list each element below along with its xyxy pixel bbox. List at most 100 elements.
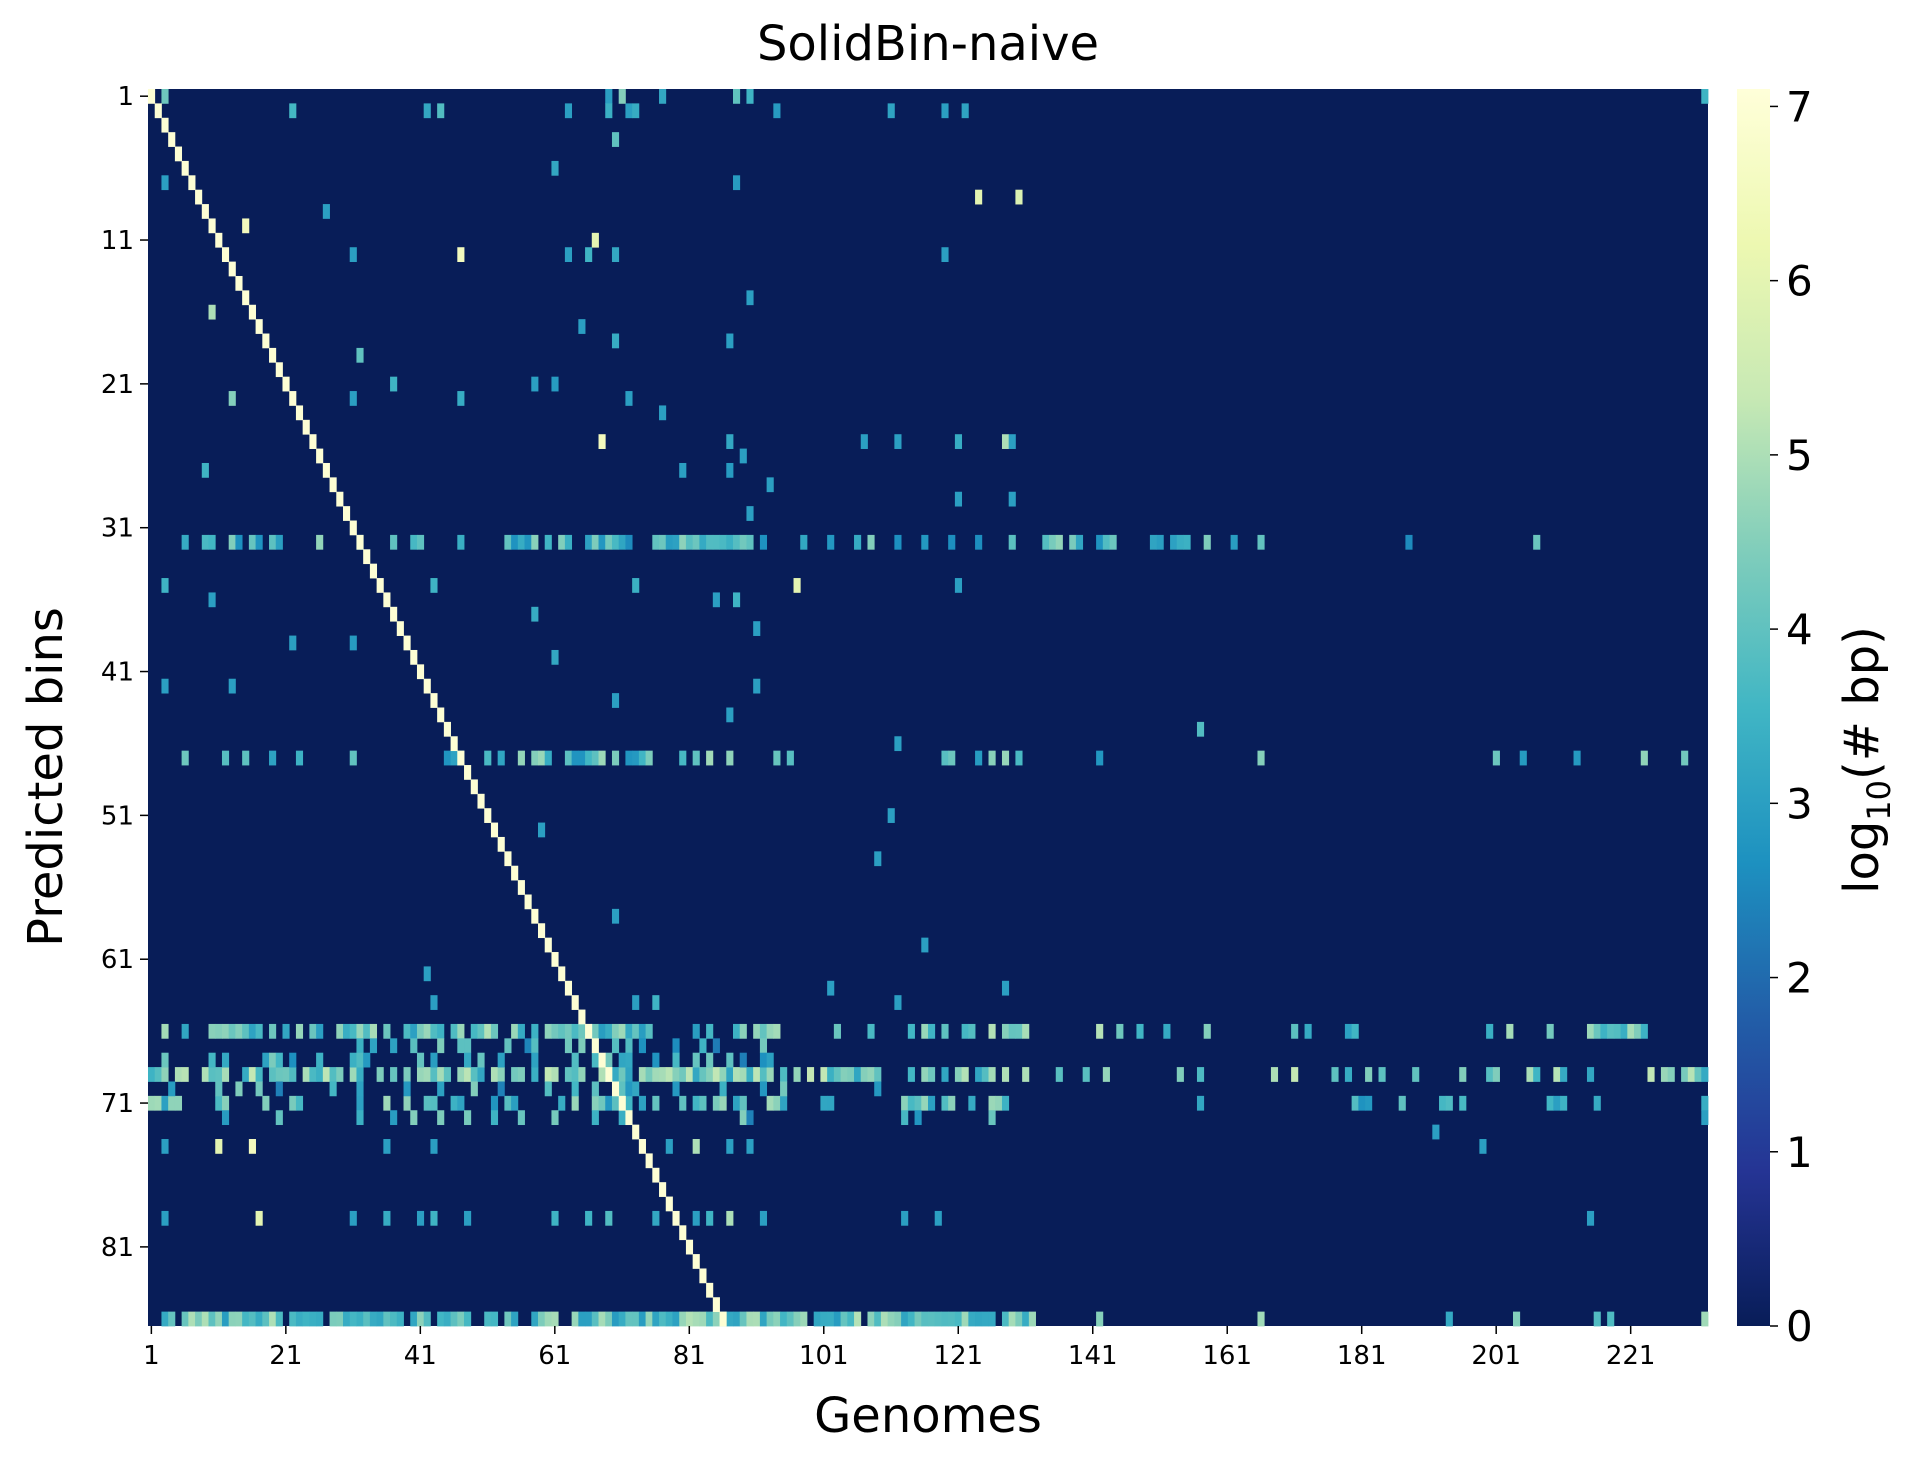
heatmap-cell xyxy=(665,534,673,550)
heatmap-cell xyxy=(860,434,868,449)
heatmap-cell xyxy=(349,1311,357,1327)
heatmap-cell xyxy=(591,1052,599,1068)
heatmap-cell xyxy=(161,1311,169,1327)
heatmap-cell xyxy=(403,1081,411,1097)
heatmap-cell xyxy=(477,793,485,809)
heatmap-cell xyxy=(1533,1067,1541,1082)
heatmap-cell xyxy=(1304,1023,1312,1039)
heatmap-cell xyxy=(215,1081,223,1097)
heatmap-cell xyxy=(221,1095,230,1111)
heatmap-cell xyxy=(867,1311,875,1327)
heatmap-cell xyxy=(383,1023,391,1039)
heatmap-cell xyxy=(699,1095,707,1111)
heatmap-cell xyxy=(1365,1067,1373,1082)
heatmap-cell xyxy=(188,175,196,191)
heatmap-cell xyxy=(1001,1023,1010,1039)
heatmap-cell xyxy=(531,376,539,392)
heatmap-cell xyxy=(1506,1023,1514,1039)
heatmap-cell xyxy=(275,534,283,550)
colorbar-tick-label: 0 xyxy=(1786,1302,1813,1351)
heatmap-cell xyxy=(1640,1023,1648,1039)
heatmap-cell xyxy=(531,1311,539,1327)
heatmap-cell xyxy=(618,534,626,550)
heatmap-cell xyxy=(706,1210,714,1226)
heatmap-cell xyxy=(1001,1311,1010,1327)
heatmap-cell xyxy=(181,750,189,766)
heatmap-cell xyxy=(1627,1023,1635,1039)
heatmap-cell xyxy=(289,1067,297,1082)
heatmap-cell xyxy=(531,1023,539,1039)
heatmap-cell xyxy=(349,1023,357,1039)
heatmap-cell xyxy=(914,1110,922,1126)
heatmap-cell xyxy=(1183,534,1191,550)
heatmap-cell xyxy=(322,462,330,478)
heatmap-cell xyxy=(659,1067,667,1082)
heatmap-cell xyxy=(154,103,162,119)
heatmap-cell xyxy=(356,1023,364,1039)
heatmap-cell xyxy=(773,1023,781,1039)
heatmap-cell xyxy=(699,1311,707,1327)
heatmap-cell xyxy=(450,750,458,766)
heatmap-cell xyxy=(450,1023,458,1039)
heatmap-cell xyxy=(1613,1023,1621,1039)
heatmap-cell xyxy=(517,1110,525,1126)
heatmap-cell xyxy=(1486,1023,1494,1039)
heatmap-cell xyxy=(820,1095,828,1111)
heatmap-cell xyxy=(827,1095,835,1111)
heatmap-cell xyxy=(248,1139,256,1154)
heatmap-cell xyxy=(504,1311,512,1327)
heatmap-cell xyxy=(894,736,902,752)
heatmap-cell xyxy=(423,1023,431,1039)
heatmap-cell xyxy=(1015,189,1023,205)
heatmap-cell xyxy=(208,592,216,608)
heatmap-cell xyxy=(591,1110,599,1126)
heatmap-cell xyxy=(753,1023,761,1039)
heatmap-cell xyxy=(262,1052,270,1068)
heatmap-cell xyxy=(383,1311,391,1327)
heatmap-cell xyxy=(961,1067,969,1082)
heatmap-cell xyxy=(625,1038,633,1054)
heatmap-cell xyxy=(659,89,667,104)
heatmap-cell xyxy=(632,1081,640,1097)
heatmap-cell xyxy=(692,1052,700,1068)
heatmap-cell xyxy=(867,1023,875,1039)
heatmap-cell xyxy=(618,1095,626,1111)
heatmap-cell xyxy=(726,750,734,766)
heatmap-cell xyxy=(544,1067,552,1082)
heatmap-cell xyxy=(564,534,573,550)
heatmap-cell xyxy=(248,1067,256,1082)
heatmap-cell xyxy=(349,1210,357,1226)
heatmap-cell xyxy=(490,822,499,838)
heatmap-cell xyxy=(168,1095,176,1111)
heatmap-cell xyxy=(221,1311,230,1327)
x-tick-label: 81 xyxy=(673,1341,706,1371)
heatmap-cell xyxy=(1008,491,1016,507)
heatmap-cell xyxy=(975,1067,983,1082)
heatmap-cell xyxy=(531,606,539,622)
heatmap-cell xyxy=(706,1067,714,1082)
heatmap-cell xyxy=(571,1023,579,1039)
heatmap-cell xyxy=(430,693,438,708)
heatmap-cell xyxy=(309,1067,317,1082)
heatmap-cell xyxy=(1546,1095,1554,1111)
heatmap-cell xyxy=(437,707,445,723)
heatmap-cell xyxy=(235,1081,243,1097)
heatmap-cell xyxy=(437,103,445,119)
heatmap-cell xyxy=(564,1067,573,1082)
heatmap-cell xyxy=(638,750,646,766)
heatmap-cell xyxy=(383,1095,391,1111)
x-tick-label: 221 xyxy=(1606,1341,1656,1371)
heatmap-cell xyxy=(753,1311,761,1327)
x-axis-ticks: 1 21 41 61 81 101 121 141 161 181 201 221 xyxy=(143,1326,1655,1371)
heatmap-cell xyxy=(437,1023,445,1039)
heatmap-cell xyxy=(1331,1067,1339,1082)
heatmap-cell xyxy=(228,1311,236,1327)
heatmap-cell xyxy=(773,103,781,119)
heatmap-cell xyxy=(464,1311,472,1327)
heatmap-cell xyxy=(591,750,599,766)
heatmap-cell xyxy=(316,1023,324,1039)
colorbar-tick-label: 1 xyxy=(1786,1128,1813,1177)
heatmap-cell xyxy=(921,937,929,953)
heatmap-cell xyxy=(611,1095,620,1111)
heatmap-cell xyxy=(1640,750,1648,766)
